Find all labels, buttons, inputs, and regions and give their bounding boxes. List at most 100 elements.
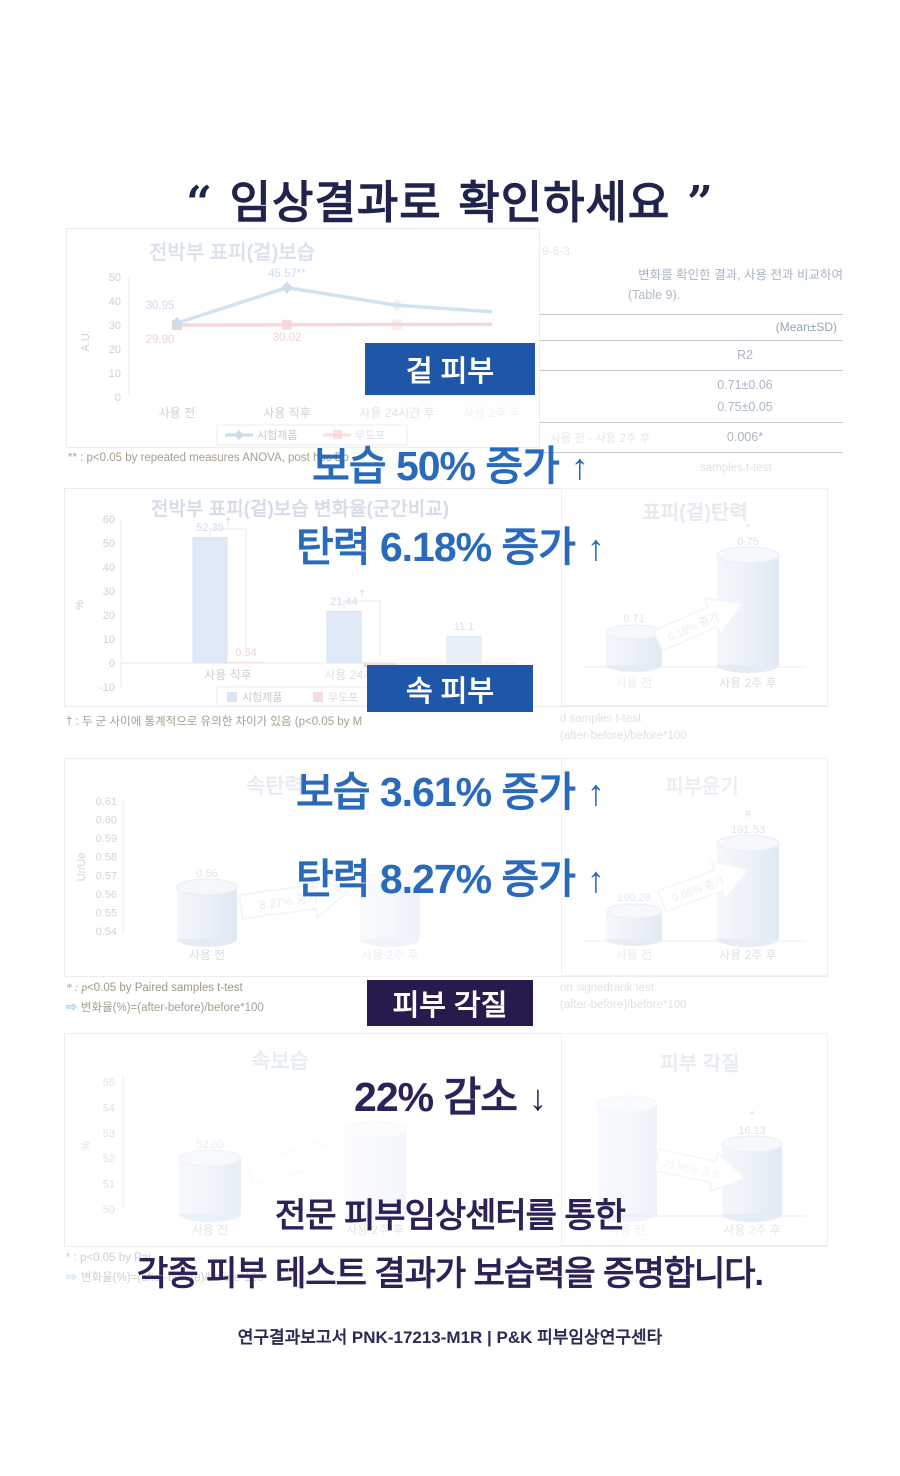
report-paragraph: 변화를 확인한 결과, 사용 전과 비교하여 <box>638 268 843 282</box>
up-arrow-icon: ↑ <box>586 527 605 568</box>
data-label: 190.28 <box>617 892 651 904</box>
footnote-formula-faint: ⇨ 변화율(%)=(after-before)/before*100 <box>66 1269 264 1285</box>
data-label: 30.02 <box>273 332 302 344</box>
data-label: 52.00 <box>196 1139 224 1151</box>
claim-text: 탄력 6.18% 증가 <box>296 524 576 570</box>
control-series-line <box>176 322 493 327</box>
y-tick: 51 <box>103 1179 115 1191</box>
y-tick: 0.55 <box>96 907 117 919</box>
sig-marker: † <box>225 516 231 528</box>
footnote-faint: d samples t-test <box>560 713 642 725</box>
y-tick: 0.59 <box>96 833 117 845</box>
data-label: 16.13 <box>738 1125 766 1137</box>
y-tick: 10 <box>109 368 121 380</box>
report-heading: 9-6-3. <box>542 244 574 258</box>
chart-title: 속보습 <box>251 1050 309 1073</box>
y-tick: -10 <box>99 682 115 694</box>
chart-title: 전박부 표피(겉)보습 <box>149 241 315 264</box>
data-label: 45.57** <box>268 268 306 280</box>
sig-marker: * <box>746 522 751 534</box>
x-category: 사용 전 <box>192 1223 228 1237</box>
footnote-anova: ** : p<0.05 by repeated measures ANOVA, … <box>68 452 349 464</box>
sig-bracket <box>343 600 381 657</box>
legend-label: 시험제품 <box>242 691 282 704</box>
x-category: 사용 2주 후 <box>719 948 777 962</box>
chart-title: 피부윤기 <box>665 775 739 798</box>
data-label: 11.1 <box>454 621 475 633</box>
down-arrow-icon: ↓ <box>528 1077 547 1118</box>
y-tick: 0.56 <box>96 889 117 901</box>
y-tick: 52 <box>103 1153 115 1165</box>
footnote-faint: (after-before)/before*100 <box>560 999 687 1011</box>
x-category: 사용 2주 후 <box>723 1223 781 1237</box>
table-cell: R2 <box>737 348 753 362</box>
badge-label: 피부 각질 <box>392 990 508 1022</box>
inner-moisture-cylinder-chart: 속보습 55 54 53 52 51 50 % 52.00 <box>80 1050 407 1237</box>
y-tick: 60 <box>103 514 115 526</box>
bar-control <box>229 661 263 663</box>
test-marker <box>171 317 183 329</box>
claim-text: 탄력 8.27% 증가 <box>296 856 576 902</box>
y-axis-label: A.U. <box>80 330 92 351</box>
footnote-ttest-faint: * : p<0.05 by Pai <box>66 1252 151 1264</box>
table-cell: 0.71±0.06 <box>717 378 773 392</box>
x-category: 사용 전 <box>616 948 652 962</box>
arrow-icon: ⇨ <box>66 999 77 1014</box>
y-tick: 40 <box>103 562 115 574</box>
inner-moisture-chart-card: 속보습 55 54 53 52 51 50 % 52.00 <box>64 1033 828 1247</box>
bar-test <box>446 635 482 664</box>
increase-arrow: 8.27% 증가 <box>238 874 350 920</box>
cylinder-after <box>359 872 421 947</box>
data-label: 0.56 <box>196 868 217 880</box>
skin-glow-chart-box: 피부윤기 190.28 191.53 # 0.66% 증가 사용 전 <box>561 758 828 976</box>
x-category: 사용 2주 후 <box>346 1223 404 1237</box>
data-label: 0.71 <box>623 613 644 625</box>
claim-text: 22% 감소 <box>354 1074 518 1120</box>
x-category: 사용 2주 후 <box>361 948 419 962</box>
cylinder-before <box>596 1095 658 1222</box>
page-title: “ 임상결과로 확인하세요 ” <box>186 176 714 229</box>
legend-label: 시험제품 <box>257 429 297 442</box>
outer-skin-moisture-chart-card: 전박부 표피(겉)보습 50 40 30 20 10 0 A.U. 30.95 … <box>66 228 540 448</box>
outer-elasticity-cylinder-chart: 표피(겉)탄력 0.71 0.75 * 6.18% 증가 사용 전 <box>584 501 806 690</box>
y-tick: 50 <box>103 1204 115 1216</box>
x-category: 사용 전 <box>609 1223 645 1237</box>
y-tick: 50 <box>109 272 121 284</box>
data-label: 30.95 <box>146 300 175 312</box>
x-category: 사용 24시간 후 <box>359 406 434 420</box>
claim-text: 보습 50% 증가 <box>312 443 560 489</box>
data-label: 29.90 <box>146 334 175 346</box>
claim-moisture-50: 보습 50% 증가 ↑ <box>0 432 900 492</box>
footnote-faint: samples t-test <box>700 462 772 474</box>
claim-keratin-22: 22% 감소 ↓ <box>0 1063 900 1123</box>
y-tick: 0.60 <box>96 815 117 827</box>
table-col-header: (Mean±SD) <box>775 320 837 334</box>
up-arrow-icon: ↑ <box>586 772 605 813</box>
footnote-formula: ⇨ 변화율(%)=(after-before)/before*100 <box>66 999 264 1015</box>
keratin-cylinder-chart: 피부 각질 16.13 * 21.96% 감소 <box>582 1052 806 1237</box>
increase-arrow <box>246 1138 341 1186</box>
y-tick: 0 <box>109 658 115 670</box>
badge-label: 겉 피부 <box>405 356 495 388</box>
report-excerpt: 9-6-3. 변화를 확인한 결과, 사용 전과 비교하여 (Table 9).… <box>540 244 843 458</box>
footnote-ttest: * : p* : p<0.05 by Paired samples t-test… <box>66 982 243 994</box>
y-axis-label: % <box>80 1141 92 1151</box>
x-category: 사용 전 <box>616 676 652 690</box>
x-category: 사용 직후 <box>204 668 252 682</box>
badge-inner-skin: 속 피부 <box>367 665 533 712</box>
legend-label: 무도포 <box>355 430 385 442</box>
claim-elasticity-827: 탄력 8.27% 증가 ↑ <box>0 845 900 905</box>
y-tick: 30 <box>109 320 121 332</box>
y-tick: 55 <box>103 1077 115 1089</box>
report-paragraph: (Table 9). <box>628 288 681 302</box>
up-arrow-icon: ↑ <box>586 859 605 900</box>
badge-label: 속 피부 <box>405 675 495 708</box>
y-tick: 20 <box>103 610 115 622</box>
forearm-moisture-line-chart: 전박부 표피(겉)보습 50 40 30 20 10 0 A.U. 30.95 … <box>80 241 521 446</box>
table-row-label: 사용 전 - 사용 2주 후 <box>550 433 651 445</box>
x-category: 사용 2주 후 <box>719 676 777 690</box>
data-label: 52.35 <box>196 522 224 534</box>
table-cell: 0.75±0.05 <box>717 400 773 414</box>
bar-test <box>326 611 362 664</box>
